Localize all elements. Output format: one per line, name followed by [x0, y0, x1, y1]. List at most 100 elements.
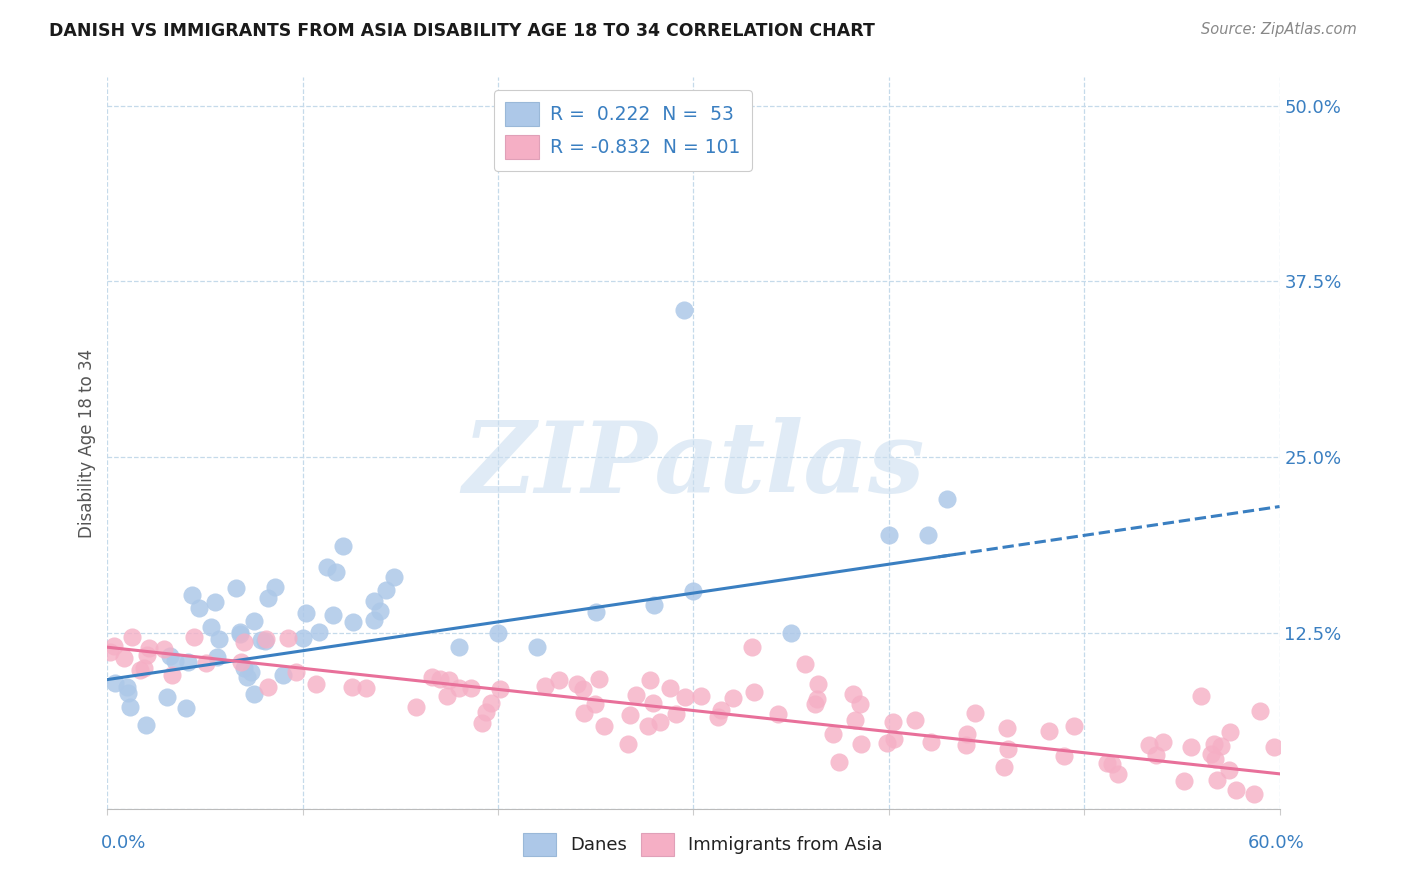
Point [1206, 772, 1229, 787]
Point [420, 670, 443, 684]
Point [616, 737, 638, 751]
Point [115, 680, 138, 694]
Point [488, 682, 510, 697]
Point [363, 613, 385, 627]
Text: 0.0%: 0.0% [101, 834, 146, 852]
Point [710, 703, 733, 717]
Point [257, 680, 280, 694]
Point [295, 607, 318, 621]
Point [848, 698, 870, 712]
Point [204, 595, 226, 609]
Point [1053, 748, 1076, 763]
Point [721, 690, 744, 705]
Point [429, 672, 451, 686]
Point [1189, 690, 1212, 704]
Point [316, 560, 339, 574]
Point [254, 634, 277, 648]
Point [690, 690, 713, 704]
Point [883, 732, 905, 747]
Point [638, 673, 661, 687]
Point [205, 650, 228, 665]
Point [138, 640, 160, 655]
Point [659, 681, 682, 695]
Point [332, 540, 354, 554]
Point [1204, 737, 1226, 751]
Point [803, 697, 825, 711]
Point [806, 692, 828, 706]
Point [363, 594, 385, 608]
Point [229, 627, 252, 641]
Point [936, 492, 959, 507]
Point [673, 690, 696, 705]
Point [807, 677, 830, 691]
Point [382, 570, 405, 584]
Point [844, 713, 866, 727]
Point [672, 302, 695, 317]
Text: 60.0%: 60.0% [1249, 834, 1305, 852]
Point [707, 709, 730, 723]
Point [460, 681, 482, 696]
Point [1219, 725, 1241, 739]
Point [565, 676, 588, 690]
Point [585, 605, 607, 619]
Point [1144, 748, 1167, 763]
Point [117, 686, 139, 700]
Point [842, 687, 865, 701]
Point [354, 681, 377, 695]
Point [233, 661, 256, 675]
Point [963, 706, 986, 721]
Point [264, 580, 287, 594]
Point [1173, 773, 1195, 788]
Point [593, 719, 616, 733]
Point [682, 583, 704, 598]
Point [135, 717, 157, 731]
Point [471, 715, 494, 730]
Point [322, 608, 344, 623]
Point [129, 663, 152, 677]
Point [232, 634, 254, 648]
Point [98, 645, 121, 659]
Legend: R =  0.222  N =  53, R = -0.832  N = 101: R = 0.222 N = 53, R = -0.832 N = 101 [494, 90, 752, 170]
Point [436, 689, 458, 703]
Point [449, 681, 471, 695]
Point [1218, 764, 1240, 778]
Point [780, 626, 803, 640]
Point [236, 670, 259, 684]
Legend: Danes, Immigrants from Asia: Danes, Immigrants from Asia [516, 826, 890, 863]
Point [174, 701, 197, 715]
Point [997, 742, 1019, 756]
Point [368, 604, 391, 618]
Point [304, 677, 326, 691]
Point [486, 626, 509, 640]
Text: ZIPatlas: ZIPatlas [463, 417, 925, 514]
Point [1180, 739, 1202, 754]
Point [103, 639, 125, 653]
Point [1095, 756, 1118, 770]
Point [1038, 724, 1060, 739]
Point [548, 673, 571, 687]
Point [243, 614, 266, 628]
Point [374, 582, 396, 597]
Point [993, 760, 1015, 774]
Point [1263, 739, 1285, 754]
Point [526, 640, 548, 655]
Point [641, 696, 664, 710]
Point [284, 665, 307, 679]
Point [1243, 788, 1265, 802]
Point [257, 591, 280, 605]
Point [637, 719, 659, 733]
Point [153, 642, 176, 657]
Point [956, 727, 979, 741]
Point [292, 631, 315, 645]
Point [1199, 747, 1222, 762]
Point [340, 680, 363, 694]
Point [1101, 756, 1123, 771]
Point [200, 619, 222, 633]
Point [1211, 739, 1233, 753]
Point [118, 700, 141, 714]
Point [588, 672, 610, 686]
Point [572, 706, 595, 720]
Point [849, 737, 872, 751]
Point [1137, 738, 1160, 752]
Point [955, 738, 977, 752]
